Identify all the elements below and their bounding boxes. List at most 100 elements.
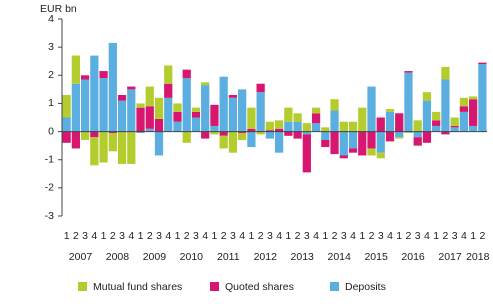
x-tick-label: 1	[285, 230, 291, 242]
bar-segment	[219, 131, 228, 136]
x-tick-label: 2	[184, 230, 190, 242]
bar-segment	[256, 92, 265, 132]
year-label: 2007	[69, 251, 93, 263]
bar-segment	[191, 111, 201, 118]
y-tick-label: 4	[48, 13, 54, 25]
y-tick-label: 2	[48, 69, 54, 81]
bar-segment	[395, 131, 404, 138]
bar-segment	[164, 65, 173, 84]
bar-segment	[265, 131, 274, 139]
bar-segment	[321, 131, 330, 141]
bar-segment	[62, 131, 71, 143]
bar-segment	[367, 131, 376, 149]
x-tick-label: 4	[239, 230, 245, 242]
bar-segment	[376, 152, 385, 159]
bar-segment	[293, 121, 302, 132]
bar-segment	[330, 99, 339, 111]
x-tick-label: 1	[175, 230, 181, 242]
x-tick-label: 4	[276, 230, 282, 242]
x-tick-label: 3	[119, 230, 125, 242]
x-tick-label: 3	[193, 230, 199, 242]
y-tick-label: 1	[48, 97, 54, 109]
bar-segment	[422, 92, 432, 101]
x-tick-label: 3	[82, 230, 88, 242]
bar-segment	[441, 79, 450, 132]
x-tick-label: 1	[470, 230, 476, 242]
year-label: 2015	[364, 251, 388, 263]
bar-segment	[302, 123, 311, 132]
bar-segment	[339, 155, 348, 159]
bar-segment	[90, 55, 99, 132]
bar-segment	[450, 125, 459, 128]
bar-segment	[348, 121, 358, 132]
bar-segment	[238, 132, 247, 141]
bar-segment	[311, 123, 321, 132]
bar-segment	[210, 125, 219, 132]
x-tick-label: 2	[369, 230, 375, 242]
year-label: 2018	[466, 251, 490, 263]
x-tick-label: 3	[304, 230, 310, 242]
bar-segment	[293, 131, 302, 139]
bar-segment	[395, 137, 404, 139]
bar-segment	[478, 64, 487, 132]
year-label: 2008	[106, 251, 130, 263]
bar-segment	[413, 131, 422, 138]
x-tick-label: 2	[258, 230, 264, 242]
x-tick-label: 2	[443, 230, 449, 242]
x-tick-label: 3	[378, 230, 384, 242]
bar-segment	[238, 131, 247, 133]
bar-segment	[201, 85, 210, 132]
bar-segment	[238, 89, 247, 132]
x-tick-label: 4	[350, 230, 356, 242]
x-tick-label: 2	[332, 230, 338, 242]
bar-segment	[127, 86, 136, 90]
x-tick-label: 1	[359, 230, 365, 242]
bar-segment	[108, 42, 117, 132]
bar-segment	[459, 97, 469, 107]
x-tick-label: 1	[64, 230, 70, 242]
bar-segment	[311, 113, 321, 124]
bar-segment	[441, 66, 450, 80]
bar-segment	[348, 131, 358, 149]
bar-segment	[201, 82, 210, 86]
bar-segment	[385, 111, 395, 132]
bar-segment	[339, 121, 348, 132]
bar-segment	[145, 86, 154, 107]
bar-segment	[275, 120, 284, 129]
bar-segment	[441, 131, 450, 135]
bar-segment	[90, 137, 99, 166]
x-tick-label: 1	[138, 230, 144, 242]
y-tick-label: -2	[45, 182, 54, 194]
bar-segment	[367, 86, 376, 132]
bar-segment	[173, 121, 182, 132]
bar-segment	[376, 117, 385, 132]
y-tick-label: 3	[48, 41, 54, 53]
x-tick-label: 2	[406, 230, 412, 242]
bar-segment	[376, 131, 385, 153]
bar-segment	[247, 107, 256, 129]
bar-segment	[117, 100, 127, 132]
bar-segment	[127, 89, 136, 132]
bar-segment	[432, 125, 441, 132]
bar-segment	[275, 131, 284, 153]
bar-segment	[358, 131, 367, 156]
bar-segment	[358, 107, 367, 132]
x-tick-label: 4	[91, 230, 97, 242]
bar-segment	[99, 78, 108, 132]
x-tick-label: 4	[202, 230, 208, 242]
bar-segment	[321, 140, 330, 148]
bar-segment	[191, 117, 201, 132]
bar-segment	[154, 131, 164, 156]
bar-segment	[293, 113, 302, 122]
bar-segment	[117, 131, 127, 164]
bar-segment	[173, 111, 182, 122]
legend-label: Deposits	[345, 281, 386, 293]
x-tick-label: 1	[322, 230, 328, 242]
bar-segment	[210, 104, 219, 126]
bar-segment	[228, 94, 238, 98]
bar-segment	[191, 107, 201, 112]
bar-segment	[450, 117, 459, 126]
y-axis-title: EUR bn	[40, 3, 77, 15]
bar-segment	[265, 130, 274, 132]
bar-segment	[404, 71, 413, 73]
